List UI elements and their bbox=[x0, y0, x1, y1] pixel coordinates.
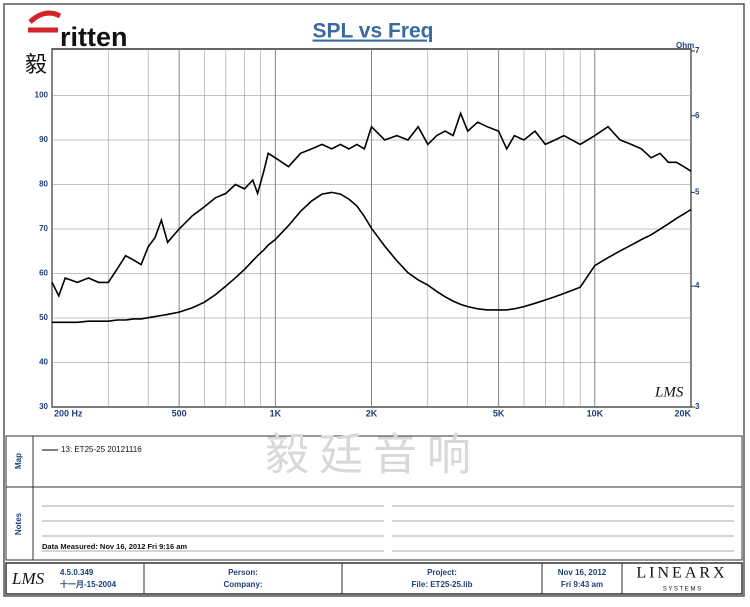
x-tick-label: 5K bbox=[493, 408, 505, 418]
y2-tick-label: 3 bbox=[695, 402, 700, 411]
notes-panel bbox=[5, 486, 743, 561]
y2-tick-label: 7 bbox=[695, 46, 700, 55]
x-tick-label: 1K bbox=[270, 408, 282, 418]
notes-label: Notes bbox=[14, 512, 23, 535]
map-label: Map bbox=[14, 453, 23, 469]
y-tick-label: 90 bbox=[39, 135, 48, 144]
person: Person: bbox=[228, 568, 258, 577]
y2-tick-label: 5 bbox=[695, 187, 700, 196]
version: 4.5.0.349 bbox=[60, 568, 94, 577]
y-tick-label: 40 bbox=[39, 358, 48, 367]
x-tick-label: 10K bbox=[587, 408, 604, 418]
brand-sub: S Y S T E M S bbox=[663, 587, 701, 593]
y2-tick-label: 4 bbox=[695, 281, 700, 290]
x-tick-label: 20K bbox=[674, 408, 691, 418]
y2-tick-label: 6 bbox=[695, 111, 700, 120]
version-date: 十一月-15-2004 bbox=[60, 579, 117, 589]
watermark: 毅廷音响 bbox=[265, 430, 481, 481]
data-measured: Data Measured: Nov 16, 2012 Fri 9:16 am bbox=[42, 542, 187, 551]
footer-dividers bbox=[143, 563, 623, 594]
series-line bbox=[51, 110, 692, 298]
chart-title: SPL vs Freq bbox=[313, 20, 434, 43]
y-tick-label: 50 bbox=[39, 313, 48, 322]
y2-axis-label: Ohm bbox=[676, 41, 694, 50]
print-time: Fri 9:43 am bbox=[561, 580, 603, 589]
file: File: ET25-25.lib bbox=[412, 580, 473, 589]
series-line bbox=[52, 191, 692, 324]
y-tick-label: 60 bbox=[39, 269, 48, 278]
y-tick-label: 70 bbox=[39, 224, 48, 233]
footer-logo: LMS bbox=[11, 569, 45, 588]
y-tick-label: 30 bbox=[39, 402, 48, 411]
project: Project: bbox=[427, 568, 457, 577]
print-date: Nov 16, 2012 bbox=[558, 568, 607, 577]
x-tick-label: 500 bbox=[172, 408, 187, 418]
x-tick-label: 2K bbox=[366, 408, 378, 418]
x-tick-label: 200 Hz bbox=[54, 408, 83, 418]
legend-entry: 13: ET25-25 20121116 bbox=[61, 445, 142, 454]
logo-mark bbox=[28, 10, 62, 33]
footer bbox=[5, 562, 743, 595]
outer-border bbox=[3, 3, 745, 597]
lms-mark: LMS bbox=[654, 384, 684, 400]
logo-brand: ritten bbox=[60, 22, 128, 52]
brand: LINEARX bbox=[636, 565, 727, 582]
company: Company: bbox=[223, 580, 262, 589]
y-tick-label: 80 bbox=[39, 180, 48, 189]
note-lines bbox=[42, 505, 734, 552]
y-tick-label: 100 bbox=[35, 91, 49, 100]
